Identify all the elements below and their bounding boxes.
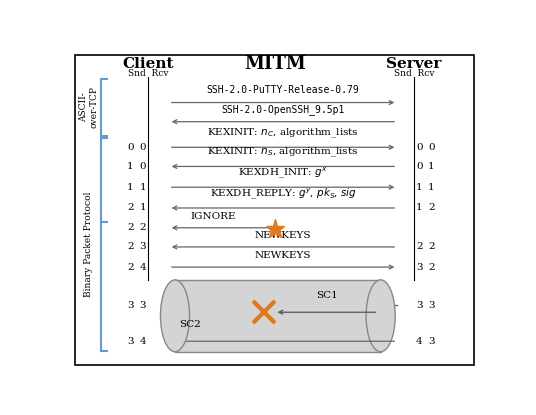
Text: 1: 1: [416, 203, 422, 212]
Text: 0: 0: [416, 143, 422, 152]
Text: 3: 3: [139, 301, 146, 310]
Text: 3: 3: [416, 301, 422, 310]
Text: 3: 3: [127, 301, 134, 310]
Text: NEWKEYS: NEWKEYS: [255, 251, 311, 260]
Text: KEXDH_REPLY: $g^y$, $pk_S$, $sig$: KEXDH_REPLY: $g^y$, $pk_S$, $sig$: [210, 186, 356, 201]
Text: SC2: SC2: [178, 320, 200, 329]
Text: KEXDH_INIT: $g^x$: KEXDH_INIT: $g^x$: [238, 166, 328, 180]
Text: 2: 2: [428, 263, 435, 271]
Text: KEXINIT: $n_C$, algorithm_lists: KEXINIT: $n_C$, algorithm_lists: [207, 127, 359, 140]
Text: Snd  Rcv: Snd Rcv: [128, 68, 168, 78]
Text: 3: 3: [428, 337, 435, 346]
Text: 1: 1: [127, 183, 134, 192]
Text: NEWKEYS: NEWKEYS: [255, 231, 311, 240]
Bar: [175, 280, 381, 352]
Text: 1: 1: [127, 162, 134, 171]
Text: 1: 1: [428, 162, 435, 171]
Text: 2: 2: [127, 223, 134, 232]
Text: 0: 0: [416, 162, 422, 171]
Text: 3: 3: [127, 337, 134, 346]
FancyBboxPatch shape: [75, 55, 474, 364]
Text: 0: 0: [139, 162, 146, 171]
Text: 1: 1: [139, 183, 146, 192]
Text: Server: Server: [386, 57, 442, 71]
Text: 3: 3: [139, 242, 146, 251]
Text: 0: 0: [139, 143, 146, 152]
Text: 3: 3: [416, 263, 422, 271]
Ellipse shape: [366, 280, 395, 352]
Text: 2: 2: [428, 203, 435, 212]
Text: 0: 0: [127, 143, 134, 152]
Text: Binary Packet Protocol: Binary Packet Protocol: [84, 192, 93, 297]
Text: IGNORE: IGNORE: [191, 212, 236, 221]
Text: 4: 4: [139, 337, 146, 346]
Text: MITM: MITM: [244, 55, 306, 73]
Text: Snd  Rcv: Snd Rcv: [393, 68, 434, 78]
Text: KEXINIT: $n_S$, algorithm_lists: KEXINIT: $n_S$, algorithm_lists: [207, 146, 359, 159]
Text: SSH-2.0-OpenSSH_9.5p1: SSH-2.0-OpenSSH_9.5p1: [221, 104, 345, 115]
Text: 1: 1: [416, 183, 422, 192]
Text: SSH-2.0-PuTTY-Release-0.79: SSH-2.0-PuTTY-Release-0.79: [207, 85, 359, 95]
Text: 1: 1: [139, 203, 146, 212]
Text: 2: 2: [127, 263, 134, 271]
Text: SC1: SC1: [316, 291, 338, 300]
Text: 1: 1: [428, 183, 435, 192]
Text: 2: 2: [127, 203, 134, 212]
Text: ASCII-
over-TCP: ASCII- over-TCP: [79, 86, 98, 128]
Ellipse shape: [160, 280, 190, 352]
Text: 2: 2: [416, 242, 422, 251]
Text: 2: 2: [127, 242, 134, 251]
Text: 4: 4: [139, 263, 146, 271]
Text: 3: 3: [428, 301, 435, 310]
Text: Client: Client: [122, 57, 174, 71]
Text: 2: 2: [139, 223, 146, 232]
Text: 0: 0: [428, 143, 435, 152]
Text: 4: 4: [416, 337, 422, 346]
Text: 2: 2: [428, 242, 435, 251]
